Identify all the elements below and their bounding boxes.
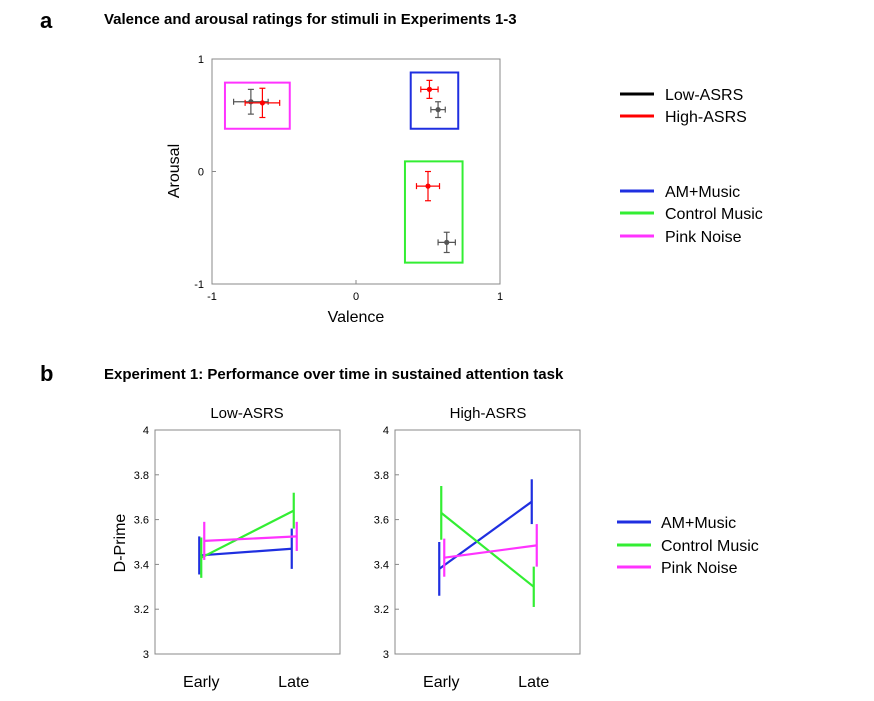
line-series-pink-noise	[203, 521, 298, 560]
low-asrs-title: Low-ASRS	[210, 405, 283, 422]
x-category-label: Early	[423, 674, 459, 691]
scatter-point-high-asrs-pink-noise	[244, 87, 281, 119]
series-line	[440, 512, 535, 588]
line-series-control-music	[440, 486, 535, 607]
legend-label-low-asrs: Low-ASRS	[665, 87, 743, 104]
x-category-label: Late	[278, 674, 309, 691]
panel-a-title: Valence and arousal ratings for stimuli …	[104, 11, 517, 28]
stimulus-box-pink-noise	[223, 81, 291, 130]
panel-b-title: Experiment 1: Performance over time in s…	[104, 366, 564, 383]
line-series-control-music	[200, 492, 295, 578]
data-point	[426, 86, 433, 92]
panel-b-letter: b	[40, 361, 53, 386]
legend-label-pink-noise-b: Pink Noise	[661, 560, 738, 577]
line-series-pink-noise	[443, 524, 538, 577]
data-point	[435, 107, 441, 113]
scatter-point-high-asrs-control-music	[415, 170, 441, 202]
y-tick-label: 3	[143, 649, 149, 661]
dprime-y-label: D-Prime	[112, 514, 129, 573]
scatter-ticks: -1 0 1 -1 0 1	[194, 54, 503, 303]
scatter-axes	[211, 58, 501, 285]
scatter-x-tick-label: 1	[497, 291, 503, 303]
y-tick-label: 3.2	[374, 604, 389, 616]
scatter-point-low-asrs-am-music	[430, 101, 446, 119]
data-point	[425, 183, 431, 189]
scatter-point-low-asrs-control-music	[437, 231, 456, 254]
y-tick-label: 4	[383, 425, 389, 437]
scatter-y-tick-label: -1	[194, 279, 204, 291]
line-series-am-music	[438, 479, 533, 596]
legend-stimuli-a: AM+Music Control Music Pink Noise	[620, 184, 763, 246]
scatter-x-tick-label: 0	[353, 291, 359, 303]
legend-stimuli-b: AM+Music Control Music Pink Noise	[617, 515, 759, 577]
scatter-points	[233, 79, 456, 254]
legend-label-control-music-a: Control Music	[665, 206, 763, 223]
x-category-label: Early	[183, 674, 219, 691]
legend-group: Low-ASRS High-ASRS	[620, 87, 747, 126]
stimulus-box-am-music	[409, 71, 460, 130]
low-asrs-frame	[154, 429, 341, 655]
scatter-y-tick-label: 0	[198, 167, 204, 179]
scatter-frame	[211, 58, 501, 285]
data-point	[248, 99, 254, 105]
high-asrs-frame	[394, 429, 581, 655]
scatter-y-tick-label: 1	[198, 54, 204, 66]
series-line	[444, 544, 537, 559]
y-tick-label: 3.4	[134, 559, 149, 571]
line-series-am-music	[198, 528, 293, 575]
high-asrs-title: High-ASRS	[450, 405, 527, 422]
legend-label-high-asrs: High-ASRS	[665, 109, 747, 126]
stimulus-boxes	[223, 71, 464, 264]
series-line	[204, 535, 297, 542]
line-chart-low-asrs: Low-ASRS 3 3.2 3.4 3.6 3.8 4 Early Late	[134, 405, 341, 691]
scatter-x-label: Valence	[328, 309, 385, 326]
series-line	[200, 509, 295, 559]
data-point	[444, 239, 450, 245]
y-tick-label: 3	[383, 649, 389, 661]
legend-label-control-music-b: Control Music	[661, 538, 759, 555]
line-chart-high-asrs: High-ASRS 3 3.2 3.4 3.6 3.8 4 Early Late	[374, 405, 581, 691]
scatter-x-tick-label: -1	[207, 291, 217, 303]
x-category-label: Late	[518, 674, 549, 691]
y-tick-label: 3.6	[374, 515, 389, 527]
series-line	[438, 500, 533, 570]
scatter-point-high-asrs-am-music	[420, 79, 439, 99]
data-point	[259, 100, 265, 106]
y-tick-label: 3.8	[134, 470, 149, 482]
panel-a-letter: a	[40, 8, 53, 33]
series-line	[199, 547, 292, 557]
y-tick-label: 3.8	[374, 470, 389, 482]
y-tick-label: 3.6	[134, 515, 149, 527]
scatter-y-label: Arousal	[166, 144, 183, 198]
legend-label-am-music-a: AM+Music	[665, 184, 740, 201]
stimulus-box-control-music	[403, 160, 464, 264]
y-tick-label: 4	[143, 425, 149, 437]
y-tick-label: 3.2	[134, 604, 149, 616]
legend-label-pink-noise-a: Pink Noise	[665, 229, 742, 246]
y-tick-label: 3.4	[374, 559, 389, 571]
legend-label-am-music-b: AM+Music	[661, 515, 736, 532]
